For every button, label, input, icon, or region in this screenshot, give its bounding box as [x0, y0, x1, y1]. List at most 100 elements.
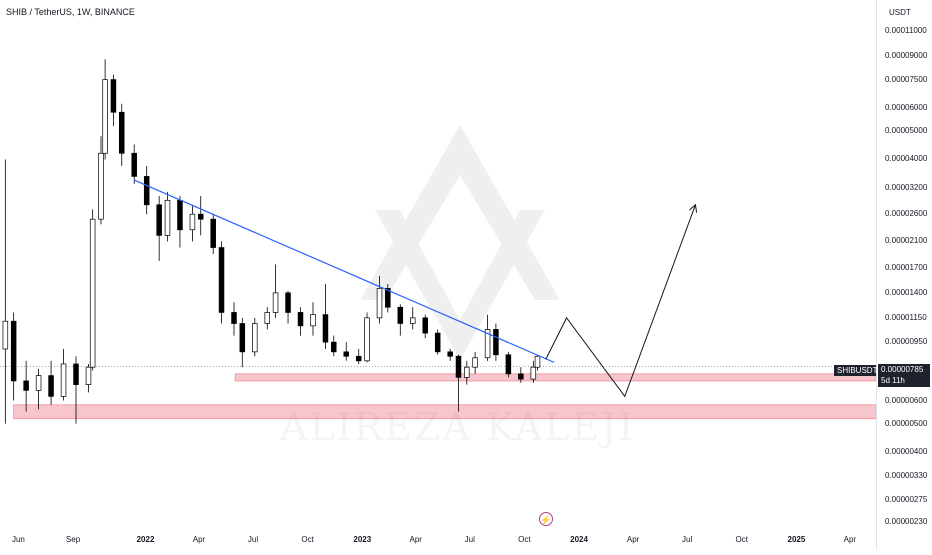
candle-body [131, 152, 137, 177]
price-tick-label: 0.00006000 [885, 102, 928, 112]
price-tick-label: 0.00002600 [885, 209, 928, 219]
candle-body [376, 288, 383, 319]
candle-body [472, 357, 478, 368]
candlestick-chart[interactable] [0, 0, 877, 550]
watermark-text: ALIREZA KALEJI [280, 405, 636, 449]
time-tick-label: Oct [735, 535, 748, 544]
candle-body [343, 351, 349, 357]
candle-body [397, 306, 404, 324]
candle-body [447, 351, 453, 357]
trendline-segment[interactable] [133, 179, 555, 363]
time-tick-label: Jul [247, 535, 259, 544]
candle-body [530, 366, 537, 380]
arrowhead [689, 203, 698, 213]
candle-body [297, 312, 304, 327]
candle-body [493, 329, 499, 356]
candle-body [118, 111, 125, 154]
price-tick-label: 0.00011000 [885, 25, 927, 35]
candle-body [2, 320, 9, 350]
candle-body [23, 380, 29, 391]
symbol-title: SHIB / TetherUS, 1W, BINANCE [6, 7, 135, 17]
chart-area[interactable]: ALIREZA KALEJI SHIB / TetherUS, 1W, BINA… [0, 0, 881, 550]
candle-body [264, 312, 271, 324]
candle-body [60, 363, 67, 397]
candle-body [422, 317, 428, 334]
support-zone-1[interactable] [234, 373, 877, 382]
price-tick-label: 0.00001400 [885, 287, 928, 297]
time-tick-label: Apr [409, 535, 422, 544]
candle-body [331, 341, 337, 353]
price-tick-label: 0.00004000 [885, 154, 928, 164]
price-tick-label: 0.00000400 [885, 447, 928, 457]
bar-countdown: 5d 11h [881, 376, 905, 385]
time-tick-label: 2025 [787, 535, 806, 544]
price-tick-label: 0.00000230 [885, 517, 928, 527]
candle-body [218, 247, 225, 313]
time-tick-label: 2022 [136, 535, 155, 544]
price-tick-label: 0.00000950 [885, 337, 928, 347]
price-tick-label: 0.00001700 [885, 263, 928, 273]
last-price-tag: 0.00000785 5d 11h [878, 364, 930, 387]
candle-body [322, 314, 329, 343]
candle-body [285, 292, 291, 313]
projection-line[interactable] [545, 204, 696, 398]
price-scale[interactable]: USDT 0.00011000 0.00009000 0.00007500 0.000… [876, 0, 932, 550]
last-price-value: 0.00000785 [881, 365, 924, 374]
price-tick-label: 0.00000330 [885, 471, 928, 481]
price-tick-label: 0.00007500 [885, 74, 928, 84]
candle-body [231, 312, 237, 324]
projection-path[interactable] [545, 203, 698, 398]
candle-body [197, 213, 204, 220]
candle-body [272, 292, 279, 313]
candle-body [355, 355, 362, 362]
price-tick-label: 0.00000500 [885, 418, 928, 428]
price-tick-label: 0.00003200 [885, 182, 928, 192]
candle-body [156, 204, 162, 236]
price-tick-label: 0.00000600 [885, 395, 928, 405]
candle-body [484, 329, 491, 359]
candle-body [10, 320, 17, 382]
candle-body [434, 332, 441, 353]
candle-body [48, 375, 54, 397]
candle-body [518, 373, 524, 380]
candle-body [35, 375, 42, 391]
candle-body [364, 317, 370, 362]
candle-body [85, 366, 92, 385]
price-tick-label: 0.00002100 [885, 236, 928, 246]
time-tick-label: 2023 [353, 535, 372, 544]
candle-body [464, 366, 470, 378]
price-tick-label: 0.00009000 [885, 51, 928, 61]
currency-label[interactable]: USDT [889, 8, 911, 17]
candle-body [534, 355, 541, 368]
candle-body [455, 355, 462, 378]
time-tick-label: 2024 [570, 535, 588, 544]
candle-body [73, 363, 79, 385]
candle-body [210, 218, 216, 248]
time-tick-label: Apr [626, 535, 640, 544]
candle-body [89, 218, 96, 368]
time-tick-label: Oct [518, 535, 531, 544]
candle-body [239, 323, 246, 353]
time-tick-label: Apr [192, 535, 206, 544]
support-zones [13, 373, 877, 420]
price-tick-label: 0.00005000 [885, 126, 928, 136]
price-tick-label: 0.00001150 [885, 312, 927, 322]
lightning-icon[interactable]: ⚡ [539, 512, 553, 526]
candle-body [310, 314, 316, 327]
time-tick-label: Sep [65, 535, 81, 544]
candle-body [189, 213, 196, 231]
time-tick-label: Jun [11, 535, 25, 544]
time-tick-label: Oct [301, 535, 314, 544]
time-tick-label: Jul [464, 535, 475, 544]
candle-body [410, 317, 416, 324]
trendline[interactable] [133, 179, 555, 363]
candle-body [98, 152, 104, 220]
price-tick-label: 0.00000275 [885, 494, 928, 504]
candle-body [164, 199, 171, 236]
candle-body [110, 79, 117, 113]
candle-body [143, 176, 150, 206]
candles [2, 59, 541, 424]
candle-body [252, 323, 258, 353]
symbol-price-tag: SHIBUSDT [834, 365, 881, 376]
candle-body [505, 354, 512, 375]
